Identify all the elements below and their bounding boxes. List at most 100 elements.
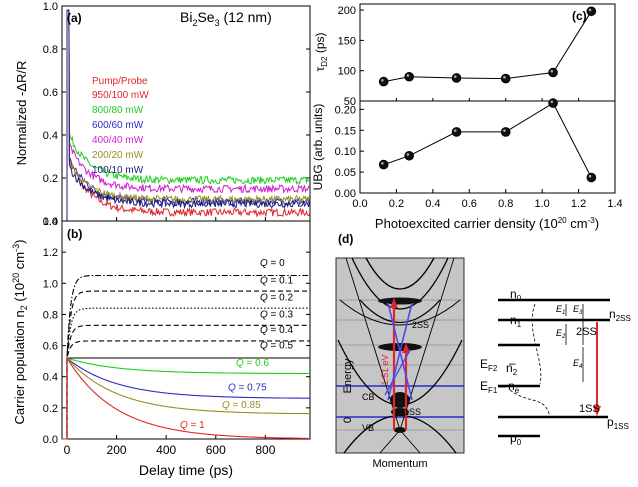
recombination-arrowhead <box>593 406 601 416</box>
dash-n2: – <box>509 356 516 370</box>
b-ytick-label: 0.4 <box>43 372 58 384</box>
c-xtick-label: 0.6 <box>462 198 477 210</box>
panel-c-xlabel: Photoexcited carrier density (1020 cm-3) <box>375 216 599 231</box>
panel-b-y-ticks: 0.0 0.2 0.4 0.6 0.8 1.0 1.2 1.4 <box>43 216 310 446</box>
level-transitions <box>509 303 584 418</box>
a-ytick-label: 0.2 <box>43 173 58 185</box>
panel-b-curves <box>62 274 310 440</box>
label-n1: n1 <box>510 313 522 329</box>
panel-c-top-ylabel: τD2 (ps) <box>313 33 329 72</box>
b-ytick-label: 1.4 <box>43 216 58 228</box>
a-ytick-label: 1.0 <box>43 1 58 13</box>
label-n0: n0 <box>510 287 522 303</box>
label-1ss-right: 1SS <box>579 403 600 415</box>
c-top-point-2 <box>451 73 462 83</box>
c-xtick-label: 1.2 <box>571 198 586 210</box>
b-q-label-2: Q = 0.2 <box>260 292 294 303</box>
panel-c-bottom-frame <box>359 100 616 194</box>
label-vb: VB <box>362 423 374 433</box>
a-series-3 <box>62 9 310 222</box>
energy-axis-label: Energy <box>342 358 354 393</box>
b-q-label-1: Q = 0.1 <box>260 275 294 286</box>
c-top-point-0 <box>378 76 389 87</box>
a-ytick-label: 0.0 <box>43 216 58 228</box>
b-xtick-label: 800 <box>255 443 275 457</box>
c-top-ytick-label: 50 <box>344 96 356 108</box>
b-series-8 <box>62 356 310 440</box>
panel-a-title: Bi2Se3 (12 nm) <box>180 9 272 28</box>
level-labels: n0 n1 n2 ne p0 n2SS p1SS EF2 EF1 <box>480 287 631 447</box>
c-top-ytick-label: 100 <box>338 66 356 78</box>
c-top-point-highlight-2 <box>453 75 457 78</box>
panel-c-bottom-ylabel: UBG (arb. units) <box>311 104 325 191</box>
b-series-2 <box>62 307 310 440</box>
panel-b-q-labels: Q = 0 Q = 0.1 Q = 0.2 Q = 0.3 Q = 0.4 Q = 0.5… <box>180 258 294 431</box>
b-xtick-label: 400 <box>156 443 176 457</box>
label-n2ss: n2SS <box>609 307 631 323</box>
c-bottom-point-highlight-0 <box>381 161 384 165</box>
panel-c-tag: (c) <box>572 9 587 23</box>
c-top-point-4 <box>548 67 558 78</box>
a-series-5 <box>62 9 310 222</box>
a-ytick-label: 0.8 <box>43 44 58 56</box>
b-ytick-label: 0.0 <box>43 434 58 446</box>
c-top-ytick-label: 150 <box>338 35 356 47</box>
band-diagram-box <box>335 257 465 454</box>
b-q-label-3: Q = 0.3 <box>260 310 294 321</box>
b-q-label-9: Q = 1 <box>180 420 205 431</box>
label-ef2: EF2 <box>480 357 498 373</box>
c-bottom-ytick-label: 0.20 <box>335 104 356 116</box>
b-series-7 <box>62 356 310 440</box>
energy-gap-labels: E1 E3 E2 E4 <box>556 304 583 370</box>
a-ytick-label: 0.4 <box>43 130 58 142</box>
panel-b-frame <box>61 220 311 440</box>
b-xtick-label: 200 <box>107 443 127 457</box>
label-e2: E2 <box>556 328 566 340</box>
panel-c-top-series <box>378 6 597 87</box>
a-legend-item-3: 400/40 mW <box>92 135 144 146</box>
label-ef1: EF1 <box>480 379 498 395</box>
panel-a-curves <box>62 9 310 222</box>
c-top-point-3 <box>500 73 511 84</box>
panel-b-ylabel: Carrier population n2 (1020 cm-3) <box>11 240 29 425</box>
label-n2: n2 <box>506 361 518 377</box>
b-ytick-label: 1.2 <box>43 247 58 259</box>
panel-b-xlabel: Delay time (ps) <box>139 462 233 478</box>
c-bottom-point-4 <box>548 98 558 108</box>
level-scheme-lines <box>498 298 610 438</box>
excitation-arrows <box>384 298 413 430</box>
b-series-6 <box>62 357 310 440</box>
c-top-point-5 <box>586 6 597 17</box>
panel-a-tag: (a) <box>67 11 82 25</box>
c-bottom-point-highlight-1 <box>406 153 410 156</box>
a-legend-item-0: 950/100 mW <box>92 90 149 101</box>
label-e1: E1 <box>556 304 565 316</box>
label-2ss-right: 2SS <box>576 326 597 338</box>
panel-c-ticks: 50 100 150 200 0.00 0.05 0.10 0.15 0.20 0.0 0.2 0.4… <box>335 5 623 210</box>
c-xtick-label: 1.4 <box>607 198 622 210</box>
a-series-0 <box>62 9 310 222</box>
c-xtick-label: 0.8 <box>498 198 513 210</box>
panel-b-tag: (b) <box>67 227 82 241</box>
c-bottom-line <box>383 102 592 178</box>
b-q-label-8: Q = 0.85 <box>222 400 261 411</box>
c-top-point-highlight-1 <box>406 74 410 77</box>
c-xtick-label: 0.0 <box>352 198 367 210</box>
panel-a: 0.0 0.2 0.4 0.6 0.8 1.0 (a) Bi2Se3 (12 nm) Pu… <box>14 1 311 228</box>
b-q-label-5: Q = 0.5 <box>260 341 294 352</box>
label-cb: CB <box>362 392 375 402</box>
c-top-point-1 <box>404 71 414 82</box>
panel-a-ylabel: Normalized -ΔR/R <box>14 61 29 166</box>
b-series-3 <box>62 324 310 440</box>
b-ytick-label: 0.8 <box>43 309 58 321</box>
dash-ne: – <box>499 379 506 393</box>
c-top-point-highlight-5 <box>588 8 592 12</box>
panel-b: 0.0 0.2 0.4 0.6 0.8 1.0 1.2 1.4 0 200 400 600 800 Q… <box>11 216 311 478</box>
legend-title: Pump/Probe <box>92 76 148 87</box>
b-ytick-label: 1.0 <box>43 278 58 290</box>
energy-zero-label: 0 <box>342 417 354 423</box>
c-bottom-ytick-label: 0.00 <box>335 188 356 200</box>
b-series-0 <box>62 274 310 440</box>
c-top-point-highlight-3 <box>503 75 506 79</box>
